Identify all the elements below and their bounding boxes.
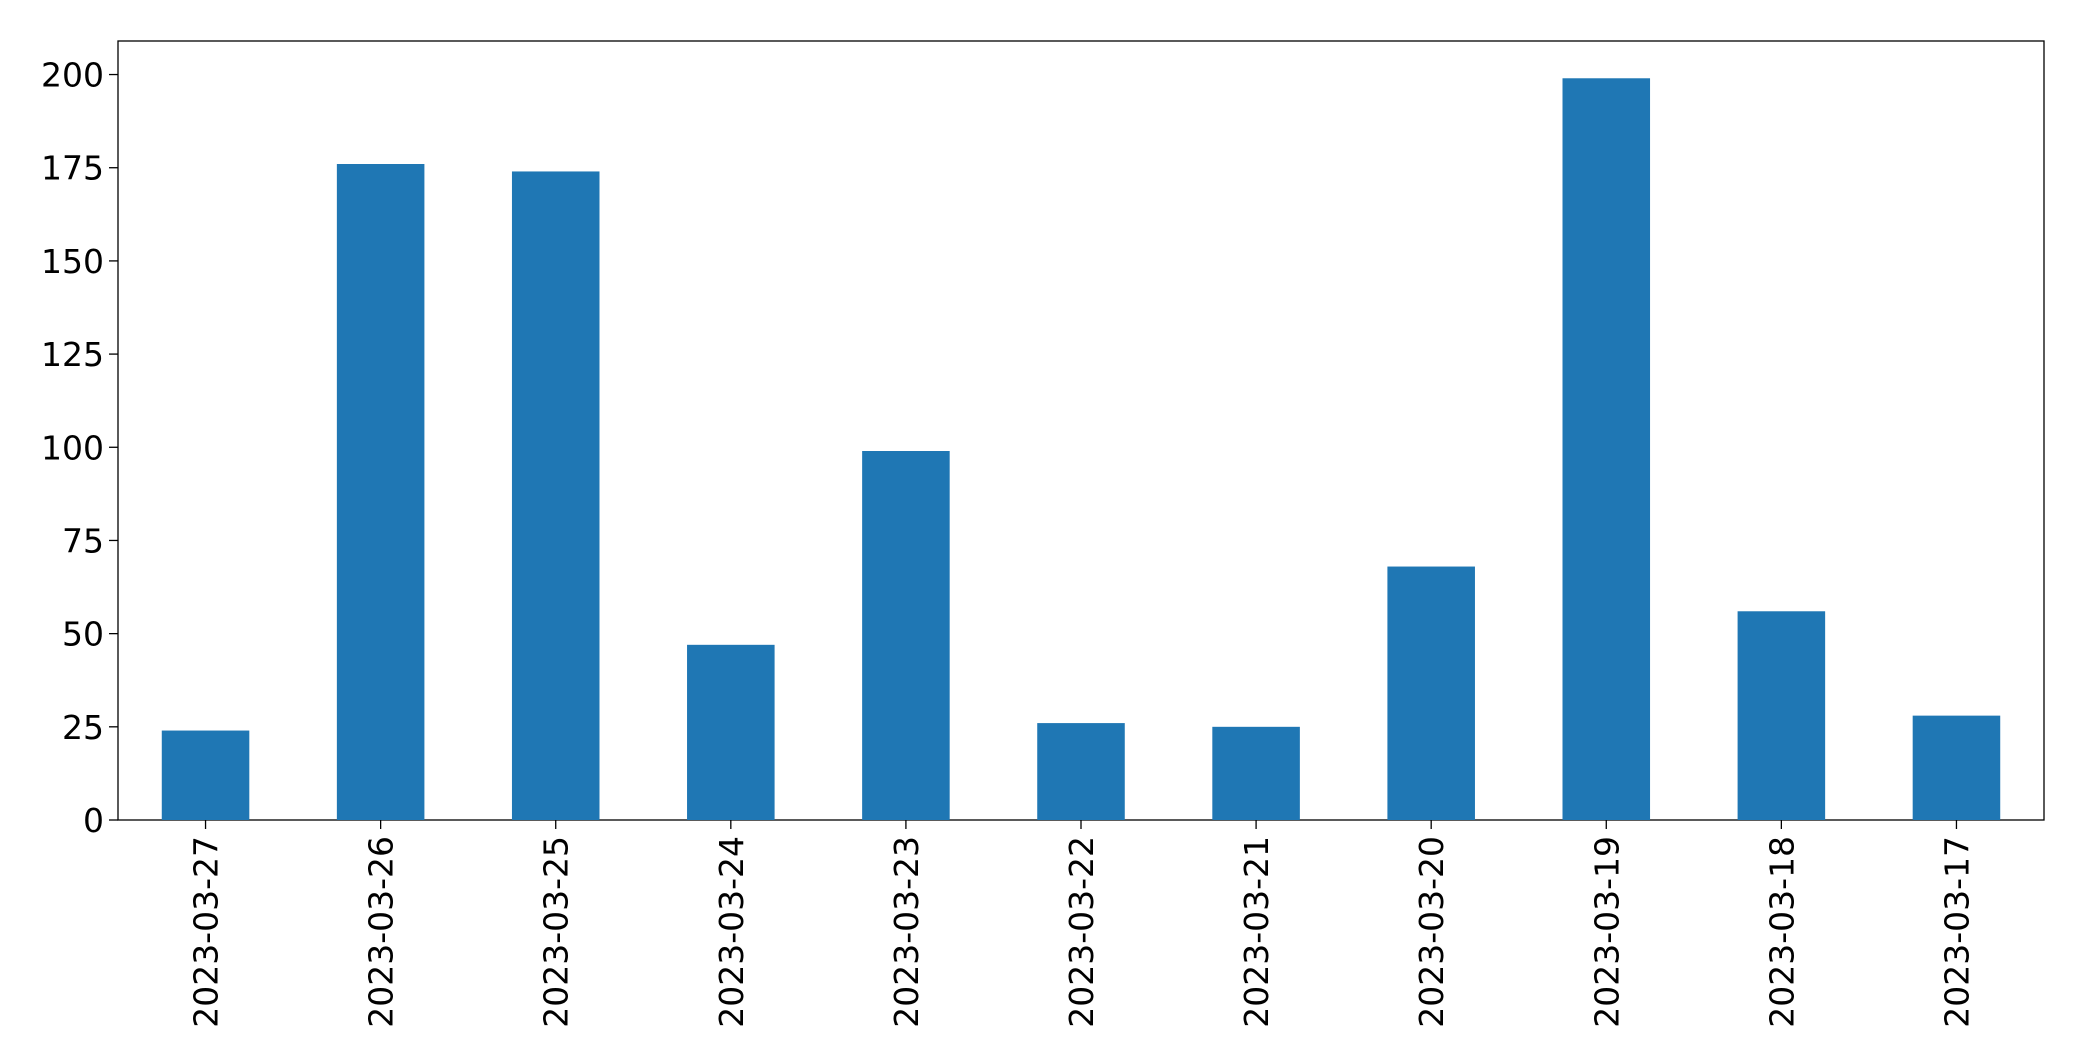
y-tick-label: 50 (62, 615, 104, 654)
x-tick-label: 2023-03-22 (1062, 836, 1101, 1028)
y-tick-label: 75 (62, 521, 104, 560)
bar (336, 164, 425, 820)
bar (1037, 723, 1125, 820)
x-tick-label: 2023-03-17 (1937, 836, 1976, 1028)
x-tick-label: 2023-03-23 (887, 836, 926, 1028)
y-tick-label: 0 (83, 801, 104, 840)
bar (1387, 566, 1475, 820)
y-tick-label: 200 (41, 56, 104, 95)
y-tick-label: 175 (41, 149, 104, 188)
x-tick-label: 2023-03-19 (1587, 836, 1626, 1028)
x-tick-label: 2023-03-24 (712, 836, 751, 1028)
bar (511, 171, 600, 821)
x-tick-label: 2023-03-25 (537, 836, 576, 1028)
bar (862, 451, 950, 820)
bar (1912, 715, 2001, 820)
bar (161, 730, 250, 820)
x-tick-label: 2023-03-21 (1237, 836, 1276, 1028)
x-tick-label: 2023-03-27 (187, 836, 226, 1028)
y-tick-label: 25 (62, 708, 104, 747)
x-tick-label: 2023-03-26 (362, 836, 401, 1028)
bar (1737, 611, 1826, 820)
bar (1212, 726, 1300, 820)
y-tick-label: 125 (41, 335, 104, 374)
bar (1562, 78, 1651, 821)
y-tick-label: 100 (41, 428, 104, 467)
bar (687, 644, 775, 820)
y-tick-label: 150 (41, 242, 104, 281)
x-tick-label: 2023-03-18 (1762, 836, 1801, 1028)
x-tick-label: 2023-03-20 (1412, 836, 1451, 1028)
